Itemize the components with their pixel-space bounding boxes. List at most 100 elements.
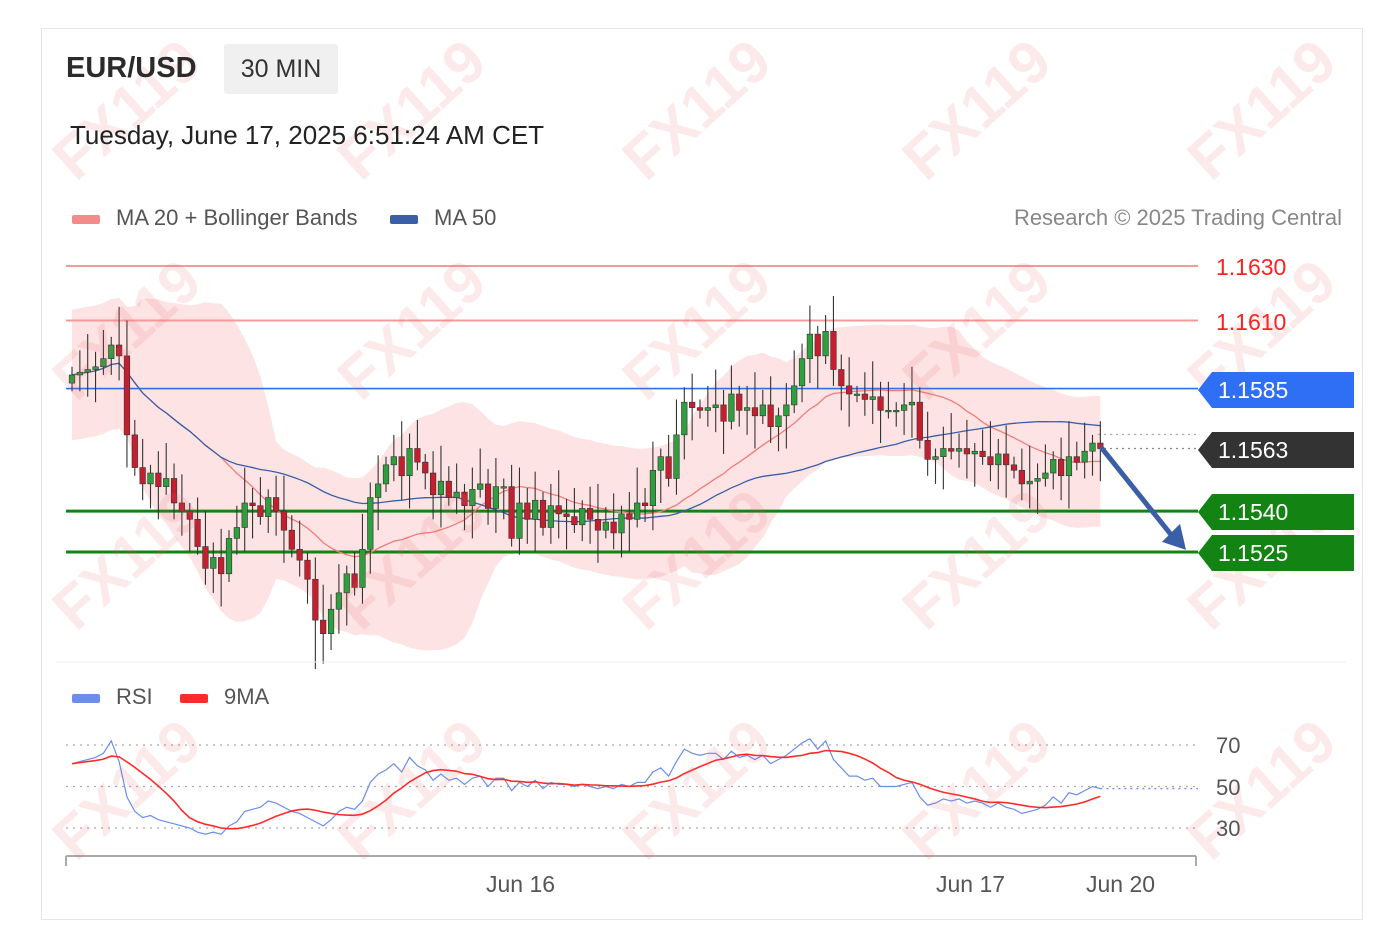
candle-body [327,608,335,635]
candle-body [351,573,358,588]
candle-body [767,404,774,428]
last-price-label: 1.1563 [1218,437,1289,463]
candle-body [681,401,688,436]
candle-body [822,331,829,357]
candle-body [948,448,955,452]
candle-body [225,538,233,575]
candle-body [382,464,390,485]
candle-body [68,374,76,384]
level-1610-label: 1.1610 [1216,309,1287,335]
candle-body [1081,450,1088,463]
candle-body [1003,453,1010,466]
candle-body [1018,469,1025,485]
candle-body [563,513,570,517]
candle-body [869,396,876,400]
forecast-arrow-shaft [1099,445,1175,539]
candle-body [571,516,578,526]
candle-body [861,393,868,400]
candle-body [170,478,178,504]
candle-body [610,521,617,534]
candle-body [775,415,782,428]
candle-body [320,619,327,635]
candle-body [900,404,908,411]
candle-body [147,472,154,485]
candle-body [634,502,641,520]
candle-body [367,497,374,550]
candle-body [1026,480,1033,485]
candle-body [406,448,413,477]
candle-body [665,456,672,479]
candle-body [257,505,264,517]
candle-body [1065,456,1073,477]
candle-body [783,404,790,417]
level-1525-label: 1.1525 [1218,540,1289,566]
candle-body [508,486,515,539]
candle-body [838,369,845,387]
candle-body [995,453,1002,466]
rsi-tick-50: 50 [1216,775,1241,800]
level-1630-label: 1.1630 [1216,254,1287,280]
research-credit: Research © 2025 Trading Central [1013,205,1342,230]
candle-body [532,499,539,520]
candle-body [414,448,421,463]
legend-rsi-label: RSI [116,684,153,709]
ma20-line [71,362,1101,558]
candle-body [743,407,751,411]
candle-body [846,385,853,395]
candle-body [241,502,248,528]
candle-body [445,480,452,498]
candle-body [492,486,500,509]
candle-body [908,401,916,406]
candle-body [516,502,523,539]
candle-body [312,578,319,621]
candle-body [131,434,138,468]
candle-body [123,355,131,436]
candle-body [759,404,766,417]
level-1540-tag: 1.1540 [1198,494,1354,530]
ma50-line [71,362,1101,523]
level-1540-label: 1.1540 [1218,499,1289,525]
candle-body [641,502,649,506]
candle-body [163,478,170,487]
ma50-swatch [390,214,418,224]
candle-body [343,573,350,594]
candle-body [979,450,986,457]
candle-body [806,333,813,359]
candle-body [249,502,256,506]
candle-body [673,434,680,479]
candle-body [375,483,382,498]
candle-body [155,472,162,487]
forecast-arrow-head [1162,523,1186,550]
candle-body [696,407,704,411]
candle-body [265,497,272,517]
candle-body [649,469,656,506]
candle-body [539,499,547,528]
candle-body [853,393,861,396]
rsi-swatch [72,693,100,703]
candle-body [751,407,759,417]
candle-body [304,559,311,580]
candle-body [116,344,123,357]
candle-body [940,448,947,457]
candle-body [877,396,884,411]
legend-ma20-label: MA 20 + Bollinger Bands [116,205,358,230]
candle-body [594,519,602,531]
legend-rsi: RSI [72,684,153,710]
candle-body [963,448,970,455]
candle-body [955,448,963,452]
candle-body [830,331,837,370]
candle-body [477,483,484,490]
rsi-tick-30: 30 [1216,816,1241,841]
candle-body [524,502,531,520]
candle-body [586,508,594,520]
candle-body [626,513,633,520]
ma9-swatch [180,693,208,703]
candle-body [579,508,586,526]
candle-body [186,510,193,520]
candle-body [885,410,892,413]
timeframe-badge[interactable]: 30 MIN [224,44,338,94]
candle-body [461,491,468,506]
candle-body [555,505,562,515]
candle-body [272,497,280,512]
legend-ma50: MA 50 [390,205,496,231]
